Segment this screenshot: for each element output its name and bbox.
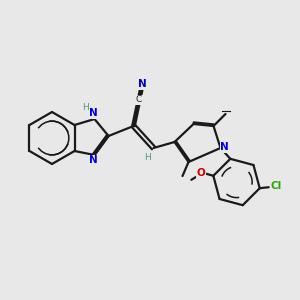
Text: H: H: [82, 103, 89, 112]
Text: O: O: [197, 168, 206, 178]
Text: N: N: [220, 142, 229, 152]
Text: N: N: [89, 109, 98, 118]
Text: N: N: [138, 80, 147, 89]
Text: Cl: Cl: [270, 181, 281, 191]
Text: H: H: [144, 154, 151, 163]
Text: C: C: [136, 95, 142, 104]
Text: N: N: [89, 155, 98, 166]
